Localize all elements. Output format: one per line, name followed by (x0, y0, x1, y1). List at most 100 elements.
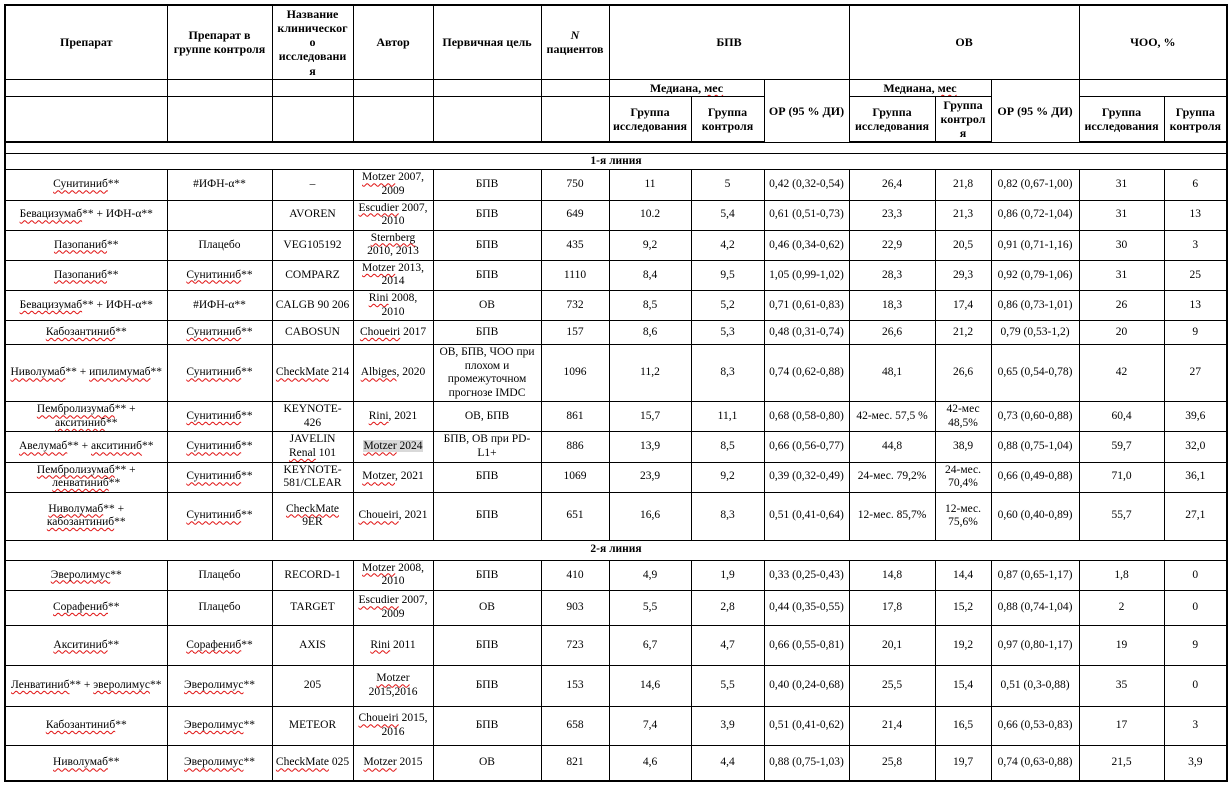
table-cell: 5,3 (690, 320, 765, 346)
table-cell: CABOSUN (271, 320, 354, 346)
table-cell: 0,51 (0,3-0,88) (990, 664, 1080, 707)
table-cell: БПВ (432, 320, 542, 346)
spellcheck-underlined-word: кабозантиниб (46, 516, 115, 529)
table-cell: 8,3 (690, 491, 765, 541)
spellcheck-underlined-word: Пазопаниб (53, 268, 108, 281)
table-cell: 0,71 (0,61-0,83) (763, 289, 850, 322)
table-cell: Ниволумаб** (4, 744, 168, 782)
table-cell: ОВ, БПВ, ЧОО при плохом и промежуточном … (432, 344, 542, 403)
table-cell: 36,1 (1163, 461, 1228, 493)
table-cell: 26,6 (848, 320, 936, 346)
table-cell: 30 (1078, 229, 1165, 261)
spellcheck-underlined-word: Эверолимус (50, 568, 111, 581)
table-cell: Сунитиниб** (166, 344, 273, 403)
table-cell: 1,9 (690, 559, 765, 591)
header-spacer (166, 95, 273, 144)
spellcheck-underlined-word: Motzer (376, 672, 410, 685)
gap-cell (4, 141, 1228, 154)
spellcheck-underlined-word: Ленватиниб (11, 679, 70, 692)
table-cell: Albiges, 2020 (352, 344, 434, 403)
median-header-os: Медиана, мес (848, 78, 992, 97)
table-cell: 2,8 (690, 589, 765, 626)
table-cell: 14,6 (608, 664, 692, 707)
subcol-control-pfs: Группа контроля (690, 95, 765, 144)
table-cell: 0 (1163, 589, 1228, 626)
table-cell: 11,1 (690, 401, 765, 433)
table-cell: 3,9 (690, 705, 765, 746)
header-spacer (352, 95, 434, 144)
col-header-trial-name: Название клинического исследования (271, 4, 354, 80)
table-cell: ОВ (432, 289, 542, 322)
table-cell: Choueiri 2017 (352, 320, 434, 346)
group-header-orr: ЧОО, % (1078, 4, 1228, 80)
table-cell: Авелумаб** + акситиниб** (4, 431, 168, 463)
col-header-control-drug: Препарат в группе контроля (166, 4, 273, 80)
spellcheck-underlined-word: Rini (368, 291, 389, 304)
table-cell: Rini 2008, 2010 (352, 289, 434, 322)
group-header-os: ОВ (848, 4, 1080, 80)
spellcheck-underlined-word: Пазопаниб (53, 238, 108, 251)
table-row: Кабозантиниб** Эверолимус** METEOR Choueiri… (4, 705, 1228, 746)
table-cell: 42-мес 48,5% (934, 401, 992, 433)
table-cell: 9,5 (690, 259, 765, 291)
table-cell: 5,2 (690, 289, 765, 322)
table-cell: 14,4 (934, 559, 992, 591)
table-cell: Пембролизумаб** + акситиниб** (4, 401, 168, 433)
table-cell: Motzer 2015 (352, 744, 434, 782)
table-cell: Сунитиниб** (166, 461, 273, 493)
header-spacer (352, 78, 434, 97)
table-cell: 29,3 (934, 259, 992, 291)
table-cell: 0,97 (0,80-1,17) (990, 624, 1080, 666)
table-row: Кабозантиниб** Сунитиниб** CABOSUN Choueiri… (4, 320, 1228, 346)
table-cell: 0,88 (0,75-1,04) (990, 431, 1080, 463)
spellcheck-underlined-word: Бевацизумаб (19, 298, 83, 311)
table-cell: 205 (271, 664, 354, 707)
spellcheck-underlined-word: Ниволумаб (53, 756, 108, 769)
header-spacer (271, 95, 354, 144)
table-cell: 13,9 (608, 431, 692, 463)
section-label: 1-я линия (4, 152, 1228, 171)
table-cell: 1,8 (1078, 559, 1165, 591)
table-cell: 0,48 (0,31-0,74) (763, 320, 850, 346)
table-cell: БПВ (432, 461, 542, 493)
table-cell: 1069 (540, 461, 610, 493)
table-row: Бевацизумаб** + ИФН-α** AVOREN Escudier 20… (4, 199, 1228, 231)
table-cell: 821 (540, 744, 610, 782)
table-cell: БПВ (432, 559, 542, 591)
table-cell: Сунитиниб** (166, 431, 273, 463)
table-cell: 1,05 (0,99-1,02) (763, 259, 850, 291)
table-cell: 25,8 (848, 744, 936, 782)
n-patients-label: пациентов (546, 42, 604, 57)
table-cell: ОВ (432, 589, 542, 626)
subcol-study-pfs: Группа исследования (608, 95, 692, 144)
table-cell: 71,0 (1078, 461, 1165, 493)
spellcheck-underlined-word: Пембролизумаб (36, 403, 115, 416)
table-header: Препарат Препарат в группе контроля Назв… (4, 4, 1228, 144)
table-cell: Пазопаниб** (4, 259, 168, 291)
spellcheck-underlined-word: мес (704, 80, 724, 95)
table-cell: Motzer 2015,2016 (352, 664, 434, 707)
table-cell: 5,5 (608, 589, 692, 626)
spellcheck-underlined-word: Сунитиниб (186, 509, 242, 522)
orr-spacer (1078, 78, 1228, 97)
table-cell: 25,5 (848, 664, 936, 707)
section-label: 2-я линия (4, 539, 1228, 561)
table-cell: 23,3 (848, 199, 936, 231)
spellcheck-underlined-word: ленватиниб (52, 477, 109, 490)
table-cell: Motzer 2013, 2014 (352, 259, 434, 291)
table-cell: Sternberg 2010, 2013 (352, 229, 434, 261)
table-cell: Ниволумаб** + ипилимумаб** (4, 344, 168, 403)
table-cell: 15,4 (934, 664, 992, 707)
spellcheck-underlined-word: Motzer (363, 440, 397, 453)
table-cell: Сорафениб** (4, 589, 168, 626)
table-cell: БПВ (432, 259, 542, 291)
table-cell: 9,2 (690, 461, 765, 493)
table-cell: Motzer 2024 (352, 431, 434, 463)
table-cell: 0,40 (0,24-0,68) (763, 664, 850, 707)
table-cell: 0,82 (0,67-1,00) (990, 169, 1080, 201)
table-cell: 21,3 (934, 199, 992, 231)
spellcheck-underlined-word: Choueiri (358, 712, 399, 725)
table-cell: БПВ (432, 491, 542, 541)
header-spacer (540, 78, 610, 97)
